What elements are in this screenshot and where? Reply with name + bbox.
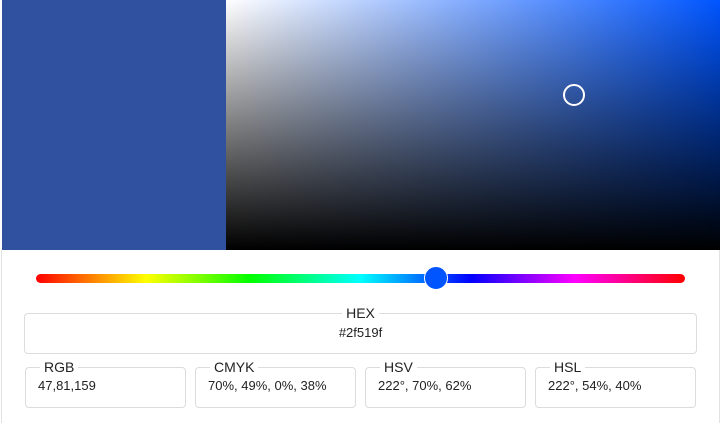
cmyk-field[interactable]: CMYK 70%, 49%, 0%, 38%: [195, 360, 356, 408]
hsv-field[interactable]: HSV 222°, 70%, 62%: [365, 360, 526, 408]
hsv-value[interactable]: 222°, 70%, 62%: [378, 378, 472, 393]
cmyk-value[interactable]: 70%, 49%, 0%, 38%: [208, 378, 327, 393]
hue-slider-thumb[interactable]: [424, 266, 448, 290]
rgb-field[interactable]: RGB 47,81,159: [25, 360, 186, 408]
hex-value[interactable]: #2f519f: [338, 325, 383, 340]
hex-label: HEX: [346, 305, 375, 321]
hsl-value[interactable]: 222°, 54%, 40%: [548, 378, 642, 393]
controls-panel: [1, 250, 720, 423]
rgb-value[interactable]: 47,81,159: [38, 378, 96, 393]
hex-field[interactable]: HEX #2f519f: [24, 306, 697, 354]
cmyk-label: CMYK: [214, 359, 255, 375]
color-preview-swatch: [2, 0, 226, 250]
hue-slider-track[interactable]: [36, 274, 685, 283]
hsv-label: HSV: [384, 359, 413, 375]
hsl-field[interactable]: HSL 222°, 54%, 40%: [535, 360, 696, 408]
saturation-value-area[interactable]: [226, 0, 720, 250]
rgb-label: RGB: [44, 359, 75, 375]
saturation-value-cursor[interactable]: [563, 84, 585, 106]
hsl-label: HSL: [554, 359, 582, 375]
